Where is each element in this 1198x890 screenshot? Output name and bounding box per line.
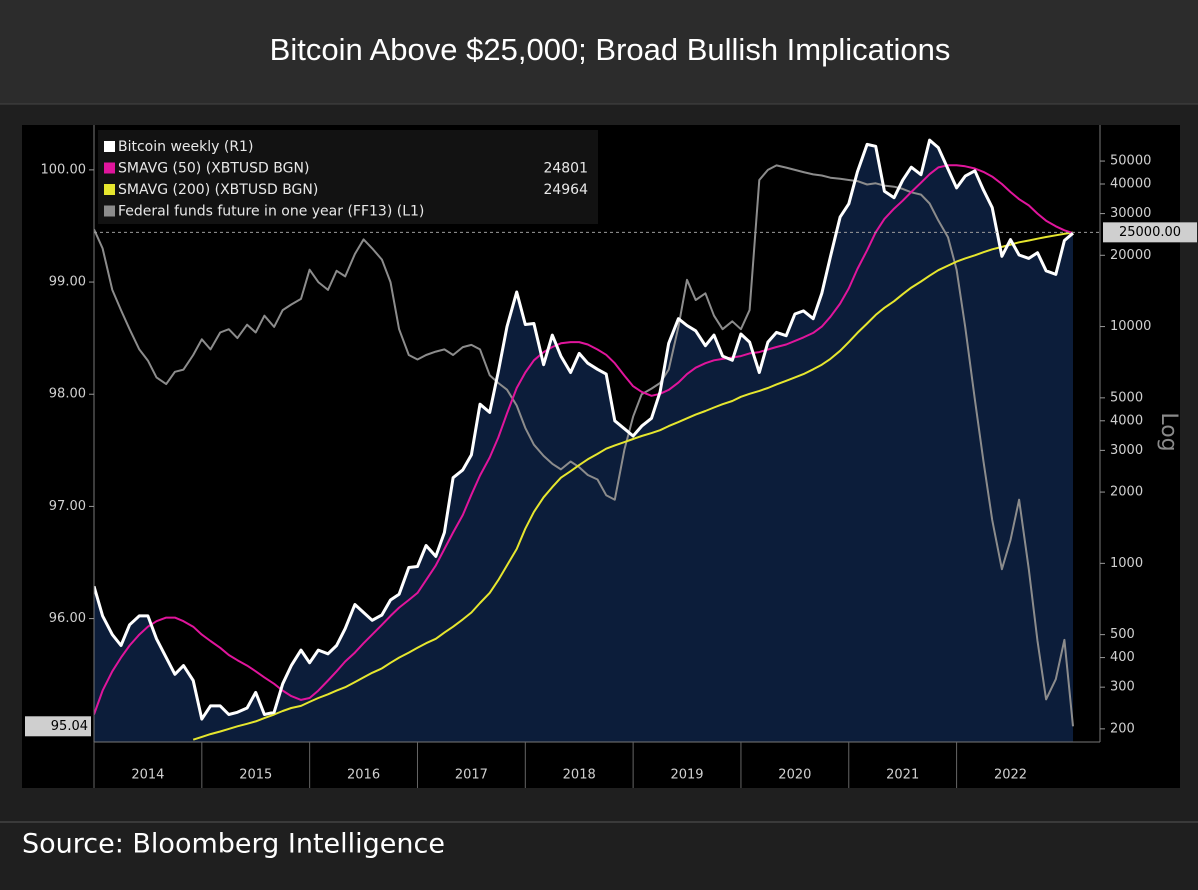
legend-label: SMAVG (200) (XBTUSD BGN) [118,182,318,198]
series-line [94,164,1074,727]
x-tick-label: 2020 [778,768,811,783]
y-tick-label: 100.00 [41,162,87,177]
x-tick-label: 2016 [347,768,380,783]
y-tick-label: 97.00 [49,499,86,514]
plot-area [94,138,1074,742]
series-line [94,164,1074,715]
series-area [94,140,1074,742]
y-tick-label: 98.00 [49,387,86,402]
y2-tick-label: 4000 [1110,413,1143,428]
y2-tick-label: 200 [1110,721,1135,736]
last-value-label: 95.04 [51,719,88,734]
x-tick-label: 2014 [131,768,164,783]
x-tick-label: 2017 [455,768,488,783]
legend-label: Federal funds future in one year (FF13) … [118,204,424,220]
y2-tick-label: 20000 [1110,248,1151,263]
y2-tick-label: 500 [1110,627,1135,642]
y2-tick-label: 400 [1110,650,1135,665]
reference-label: 25000.00 [1119,225,1181,240]
legend-swatch [104,184,115,195]
y2-tick-label: 10000 [1110,319,1151,334]
title-bar [0,0,1198,104]
y2-tick-label: 2000 [1110,485,1143,500]
y2-tick-label: 5000 [1110,390,1143,405]
x-tick-label: 2022 [994,768,1027,783]
y-tick-label: 96.00 [49,611,86,626]
chart-title: Bitcoin Above $25,000; Broad Bullish Imp… [270,32,951,67]
x-tick-label: 2021 [886,768,919,783]
y2-axis-label: Log [1156,412,1181,451]
y2-tick-label: 3000 [1110,443,1143,458]
y2-tick-label: 40000 [1110,177,1151,192]
series-line [94,138,1074,721]
y2-tick-label: 30000 [1110,206,1151,221]
legend-box [98,130,598,224]
legend-label: Bitcoin weekly (R1) [118,139,253,155]
source: Source: Bloomberg Intelligence [22,829,445,860]
legend-label: SMAVG (50) (XBTUSD BGN) [118,161,309,177]
x-tick-label: 2019 [670,768,703,783]
legend-value: 24964 [543,182,588,198]
y2-tick-label: 50000 [1110,154,1151,169]
series-line [192,231,1074,741]
last-value-tag [25,716,91,737]
x-tick-label: 2018 [563,768,596,783]
y-tick-label: 99.00 [49,275,86,290]
y2-tick-label: 300 [1110,680,1135,695]
legend-value: 24801 [543,161,588,177]
y2-tick-label: 1000 [1110,556,1143,571]
x-tick-label: 2015 [239,768,272,783]
legend-swatch [104,205,115,217]
reference-tag [1103,222,1197,243]
legend-swatch [104,162,115,174]
legend-swatch [104,141,115,152]
